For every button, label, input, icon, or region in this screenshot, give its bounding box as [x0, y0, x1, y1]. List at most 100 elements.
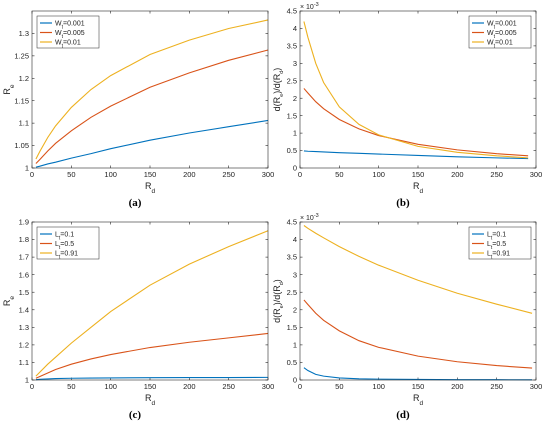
legend-entry: Wt=0.01 — [55, 39, 81, 49]
x-tick-label: 150 — [144, 170, 157, 179]
series-line-1 — [35, 119, 269, 168]
series-line-3 — [303, 21, 529, 159]
x-tick-label: 0 — [298, 382, 302, 391]
panel-label: (d) — [396, 409, 410, 421]
x-tick-label: 150 — [412, 382, 425, 391]
series-line-1 — [303, 150, 529, 160]
x-tick-label: 100 — [372, 382, 385, 391]
y-axis-label: Re — [2, 84, 16, 95]
x-tick-label: 300 — [262, 382, 275, 391]
x-tick-label: 300 — [530, 170, 543, 179]
y-tick-label: 3 — [293, 270, 297, 279]
series-line-3 — [35, 230, 269, 377]
chart-panel-1: 0 50 100 150 200 250 300 1 1.05 1.1 1.15 1.2 1.25 1.3… — [2, 10, 275, 209]
axes-box — [299, 10, 537, 169]
y-tick-label: 0 — [293, 376, 297, 385]
x-axis-label: Rd — [145, 181, 156, 195]
series-line-2 — [35, 49, 269, 164]
legend-entry: Wt=0.005 — [487, 30, 517, 40]
y-tick-label: 2 — [293, 94, 297, 103]
series-line-3 — [303, 225, 533, 314]
legend-entry: Lt=0.5 — [55, 241, 74, 251]
y-tick-label: 4 — [293, 24, 297, 33]
legend-entry: Lt=0.1 — [55, 231, 74, 241]
axes-box — [31, 221, 269, 381]
legend: Lt=0.1Lt=0.5Lt=0.91 — [468, 226, 532, 260]
legend: Lt=0.1Lt=0.5Lt=0.91 — [36, 226, 100, 260]
axes-box — [31, 10, 269, 169]
y-axis-label: d(Re)/d(Rd) — [272, 279, 285, 323]
y-tick-label: 1.1 — [19, 358, 29, 367]
y-tick-label: 2.5 — [287, 76, 297, 85]
x-tick-label: 0 — [30, 382, 34, 391]
y-tick-label: 1.15 — [14, 96, 29, 105]
panel-label: (c) — [129, 409, 142, 421]
y-tick-label: 0.5 — [287, 146, 297, 155]
axes-box — [299, 221, 537, 381]
x-tick-label: 150 — [412, 170, 425, 179]
x-axis-label: Rd — [413, 181, 424, 195]
y-tick-label: 1.2 — [19, 74, 29, 83]
x-tick-label: 0 — [30, 170, 34, 179]
y-axis-label: d(Re)/d(Rd) — [272, 68, 285, 112]
x-axis-label: Rd — [145, 393, 156, 407]
y-tick-label: 1.1 — [19, 119, 29, 128]
chart-panel-3: 0 50 100 150 200 250 300 1 1.1 1.2 1.3 1.4 1.5 1.6 1.7… — [2, 218, 274, 421]
y-tick-label: 2 — [293, 305, 297, 314]
y-tick-label: 1.3 — [19, 29, 29, 38]
y-tick-label: 1.8 — [19, 235, 29, 244]
y-tick-label: 1 — [25, 164, 29, 173]
legend-box — [36, 15, 100, 49]
series-line-1 — [35, 376, 269, 381]
y-axis-exponent: × 10-3 — [300, 213, 319, 222]
y-tick-label: 4.5 — [287, 218, 297, 227]
y-tick-label: 1 — [25, 376, 29, 385]
x-tick-label: 0 — [298, 170, 302, 179]
legend-entry: Lt=0.91 — [487, 250, 510, 260]
y-axis-label: Re — [2, 296, 16, 307]
legend-entry: Lt=0.91 — [55, 250, 78, 260]
y-tick-label: 1.05 — [14, 141, 29, 150]
y-tick-label: 1 — [293, 129, 297, 138]
y-tick-label: 1.2 — [19, 340, 29, 349]
x-tick-label: 150 — [144, 382, 157, 391]
y-tick-label: 0 — [293, 164, 297, 173]
y-tick-label: 1.7 — [19, 253, 29, 262]
y-tick-label: 3.5 — [287, 41, 297, 50]
x-tick-label: 200 — [183, 382, 196, 391]
y-tick-label: 1.25 — [14, 51, 29, 60]
x-tick-label: 250 — [490, 382, 503, 391]
y-tick-label: 3.5 — [287, 253, 297, 262]
x-tick-label: 200 — [451, 170, 464, 179]
x-tick-label: 300 — [530, 382, 543, 391]
y-tick-label: 1.4 — [19, 305, 29, 314]
y-tick-label: 3 — [293, 59, 297, 68]
y-tick-label: 4 — [293, 235, 297, 244]
series-line-2 — [303, 299, 533, 369]
x-tick-label: 50 — [335, 382, 343, 391]
x-tick-label: 50 — [335, 170, 343, 179]
y-tick-label: 2.5 — [287, 288, 297, 297]
series-line-2 — [303, 88, 529, 157]
y-tick-label: 1.5 — [287, 111, 297, 120]
x-tick-label: 100 — [104, 382, 117, 391]
chart-panel-2: 0 50 100 150 200 250 300 0 0.5 1 1.5 2 2.5 3 3.5 4 4.5 Rd… — [272, 2, 542, 209]
series-line-3 — [35, 19, 269, 160]
legend-entry: Lt=0.1 — [487, 231, 506, 241]
x-tick-label: 100 — [372, 170, 385, 179]
x-tick-label: 250 — [490, 170, 503, 179]
x-tick-label: 50 — [67, 382, 75, 391]
y-tick-label: 1.5 — [287, 323, 297, 332]
y-tick-label: 1.6 — [19, 270, 29, 279]
legend-entry: Wt=0.005 — [55, 30, 85, 40]
series-line-2 — [35, 332, 269, 379]
x-tick-label: 200 — [183, 170, 196, 179]
x-tick-label: 300 — [262, 170, 275, 179]
legend-entry: Lt=0.5 — [487, 241, 506, 251]
panel-label: (a) — [129, 197, 142, 209]
x-tick-label: 250 — [222, 382, 235, 391]
x-axis-label: Rd — [413, 393, 424, 407]
